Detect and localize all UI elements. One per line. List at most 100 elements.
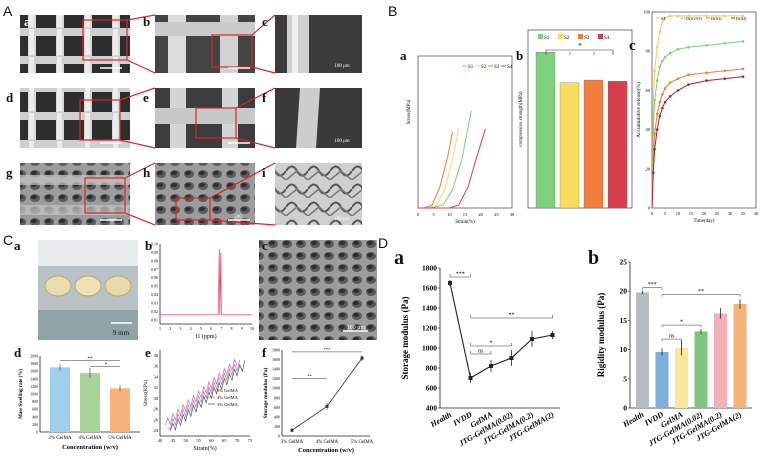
section-d-charts: 40060080010001200140016001800HealthIVDDG… [400, 258, 752, 449]
section-b-charts: 0 5 10 15 20 25 30 Stress(MPa) Strain(%) S1 S2 S3 S4… [407, 10, 759, 226]
da-sig-label: *** [456, 272, 465, 278]
bc-point [658, 65, 662, 69]
sem-image-aa [20, 15, 130, 73]
cd-ytick: 1000 [30, 393, 38, 397]
db-sig-label: ** [698, 289, 704, 295]
bc-point [653, 69, 656, 73]
cb-xtick: 5 [200, 326, 202, 331]
bc-point [741, 14, 745, 18]
bb-bar [583, 79, 604, 209]
bc-point [661, 59, 664, 63]
db-sig-label: ns [669, 334, 675, 340]
bc-point [676, 14, 680, 18]
ba-xtick: 10 [447, 212, 452, 217]
bb-legend-swatch [578, 34, 583, 39]
db-sig-bracket [642, 287, 663, 290]
sem-image-ah [155, 163, 255, 225]
db-ytick: 0 [623, 404, 627, 413]
da-sig-label: * [490, 341, 493, 347]
cd-xtick: 3% GelMA [48, 436, 72, 441]
cd-ytick: 600 [32, 408, 38, 412]
bc-xtick: 10 [676, 211, 681, 216]
cb-ytick: 0.10 [151, 242, 158, 247]
panel-letter-cc: c [262, 238, 268, 253]
bc-point [676, 89, 680, 92]
ce-series-line [169, 360, 246, 432]
panel-letter-db: b [588, 247, 600, 269]
bb-bar [607, 81, 628, 209]
bc-xtick: 20 [702, 211, 707, 216]
ba-ylabel: Stress(MPa) [407, 99, 412, 124]
bc-point [663, 100, 667, 104]
bc-frame [651, 11, 757, 209]
ba-xtick: 0 [417, 212, 420, 217]
ce-legend-label: 4% GelMA [217, 395, 239, 400]
ce-ytick: 36 [154, 364, 159, 369]
ba-series-line [418, 128, 486, 209]
sem-image-ad [20, 88, 130, 148]
ce-xlabel: Strain(%) [193, 445, 216, 452]
db-ylabel: Rigidity modulus (Pa) [596, 293, 606, 378]
bc-ytick: 60 [646, 88, 651, 93]
da-xtick: Health [428, 410, 453, 430]
bc-xtick: 0 [651, 211, 654, 216]
cf-ytick: 1800 [272, 348, 280, 353]
cb-ytick: 0.07 [151, 267, 158, 272]
bb-legend-label: S3 [584, 36, 590, 41]
sem-image-cc [259, 240, 377, 340]
bc-point [676, 77, 680, 80]
da-sig-bracket [470, 315, 553, 319]
ba-legend-label: S4 [507, 65, 513, 70]
db-bar [733, 304, 747, 408]
bc-series-line [651, 40, 744, 209]
da-sig-bracket [470, 351, 492, 355]
db-ytick: 25 [620, 258, 628, 267]
cb-ytick: 0.09 [151, 250, 158, 255]
cb-xlabel: f1 (ppm) [195, 333, 216, 340]
panel-letter-ae: e [143, 90, 149, 105]
ce-xtick: 50 [183, 438, 188, 443]
panel-letter-ag: g [6, 165, 13, 180]
scale-bar-af: 100 μm [334, 139, 349, 144]
da-point [530, 337, 534, 341]
bc-point [658, 114, 662, 118]
bb-sig-bracket [545, 49, 614, 55]
ce-ylabel: Stress(KPa) [142, 380, 149, 406]
cf-ytick: 200 [274, 424, 280, 429]
da-ytick: 1800 [422, 264, 437, 273]
sem-image-ai [275, 163, 362, 225]
cd-ytick: 0 [36, 431, 38, 435]
ce-xtick: 70 [235, 438, 240, 443]
cf-ytick: 600 [274, 405, 280, 410]
panel-letter-ah: h [143, 165, 151, 180]
ba-legend-label: S2 [481, 65, 487, 70]
ba-series-line [418, 110, 472, 209]
bc-point [705, 44, 708, 47]
cd-ylabel: Mass Swelling rate (%) [19, 369, 24, 419]
cb-xtick: 9 [241, 326, 243, 331]
da-ylabel: Storage modulus (Pa) [400, 296, 410, 379]
db-bar [636, 292, 649, 408]
ce-series-line [167, 359, 241, 430]
cb-ytick: 0.01 [151, 317, 158, 322]
ba-xtick: 5 [433, 212, 436, 217]
db-ytick: 10 [620, 345, 628, 354]
cf-ylabel: Storage modulus (Pa) [262, 367, 269, 418]
bc-point [653, 147, 656, 151]
bc-ytick: 20 [646, 166, 651, 171]
cd-ytick: 1200 [30, 385, 38, 389]
da-ytick: 400 [426, 404, 438, 413]
scale-bar-ac: 100 μm [334, 64, 349, 69]
cb-xtick: 4 [190, 326, 192, 331]
cd-sig-bracket [60, 360, 120, 367]
bb-legend-label: S4 [604, 36, 610, 41]
bc-point [687, 14, 690, 18]
cb-spectrum-line [160, 249, 252, 316]
da-point [489, 364, 493, 368]
bb-legend-label: S1 [544, 36, 550, 41]
bc-point [705, 71, 708, 75]
da-ytick: 800 [426, 364, 438, 373]
cd-ytick: 1400 [30, 377, 38, 381]
db-sig-label: *** [648, 282, 657, 288]
bb-legend-label: S2 [564, 36, 570, 41]
